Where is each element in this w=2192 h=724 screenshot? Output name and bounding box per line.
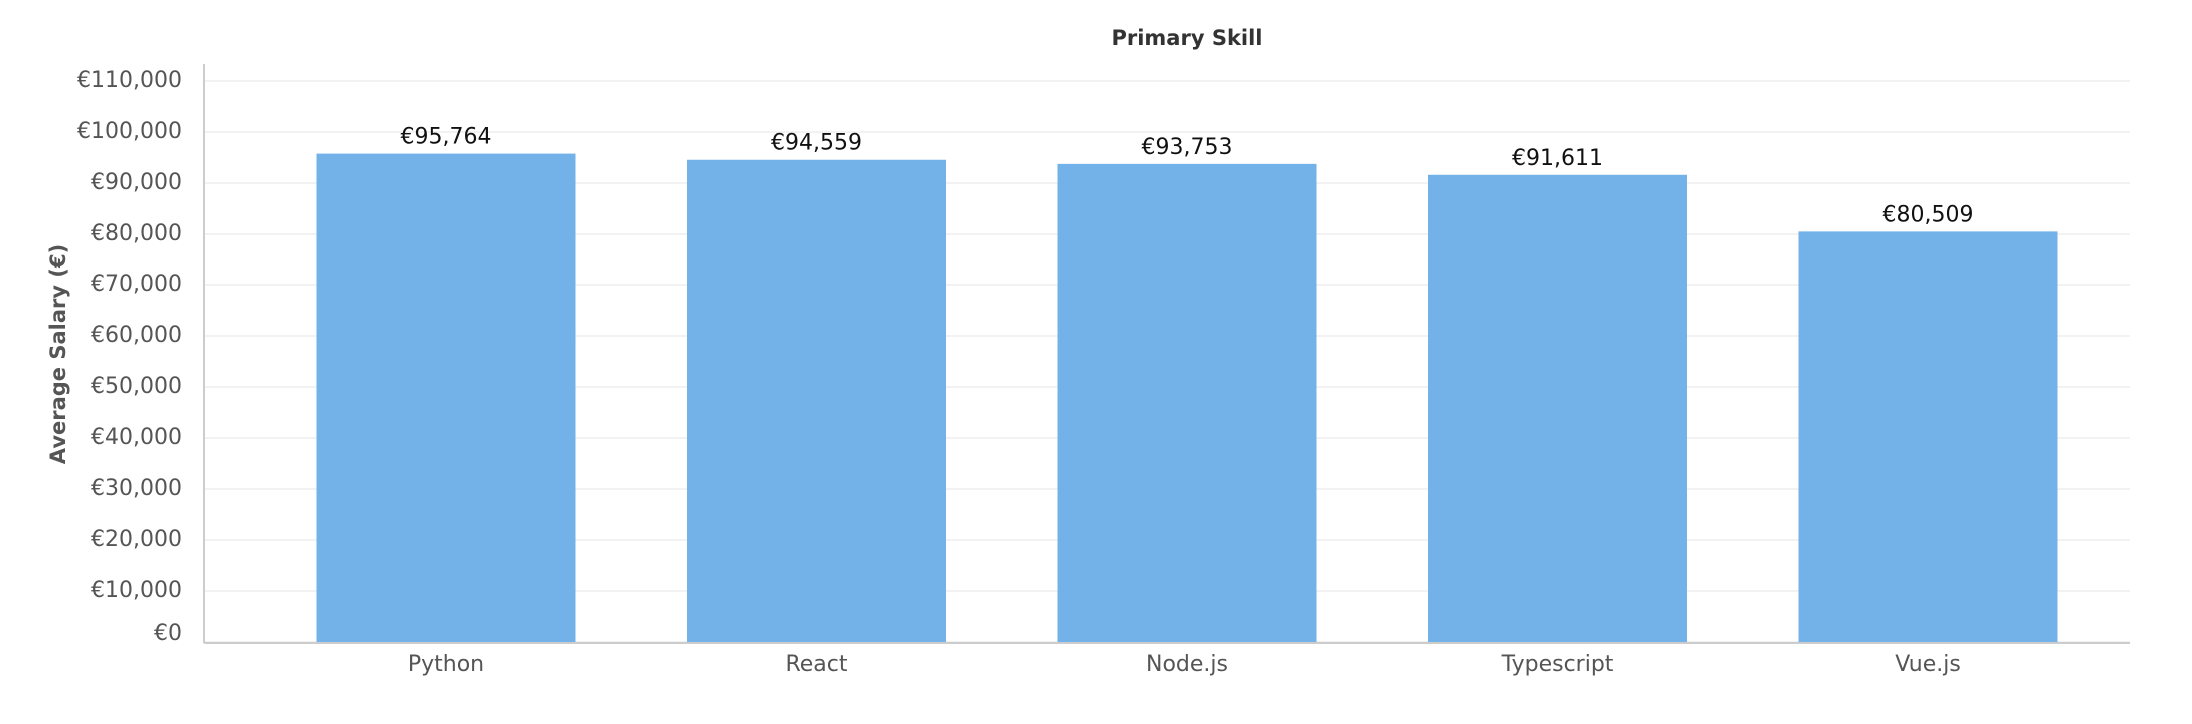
y-tick-label: €110,000 xyxy=(77,68,182,93)
bar xyxy=(316,153,576,642)
y-tick-label: €60,000 xyxy=(91,323,182,348)
x-tick-label: Typescript xyxy=(1501,652,1614,677)
y-tick-label: €40,000 xyxy=(91,425,182,450)
x-tick-label: Vue.js xyxy=(1895,652,1961,677)
y-tick-label: €80,000 xyxy=(91,221,182,246)
data-label: €95,764 xyxy=(401,125,492,150)
y-axis-title: Average Salary (€) xyxy=(46,244,70,464)
y-tick-label: €20,000 xyxy=(91,527,182,552)
data-label: €94,559 xyxy=(771,131,862,156)
y-tick-label: €70,000 xyxy=(91,272,182,297)
bar xyxy=(1428,174,1687,642)
chart-title: Primary Skill xyxy=(1111,26,1262,50)
bar xyxy=(1798,231,2058,642)
y-tick-label: €10,000 xyxy=(91,578,182,603)
x-tick-label: Python xyxy=(408,652,484,677)
y-tick-label: €0 xyxy=(154,621,182,646)
x-tick-label: React xyxy=(785,652,847,677)
y-tick-label: €30,000 xyxy=(91,476,182,501)
y-tick-label: €90,000 xyxy=(91,170,182,195)
bar xyxy=(1057,163,1317,643)
data-label: €91,611 xyxy=(1512,146,1603,171)
y-tick-label: €100,000 xyxy=(77,119,182,144)
bar xyxy=(687,159,946,643)
data-label: €93,753 xyxy=(1142,135,1233,160)
y-tick-label: €50,000 xyxy=(91,374,182,399)
data-label: €80,509 xyxy=(1883,202,1974,227)
x-tick-label: Node.js xyxy=(1146,652,1228,677)
